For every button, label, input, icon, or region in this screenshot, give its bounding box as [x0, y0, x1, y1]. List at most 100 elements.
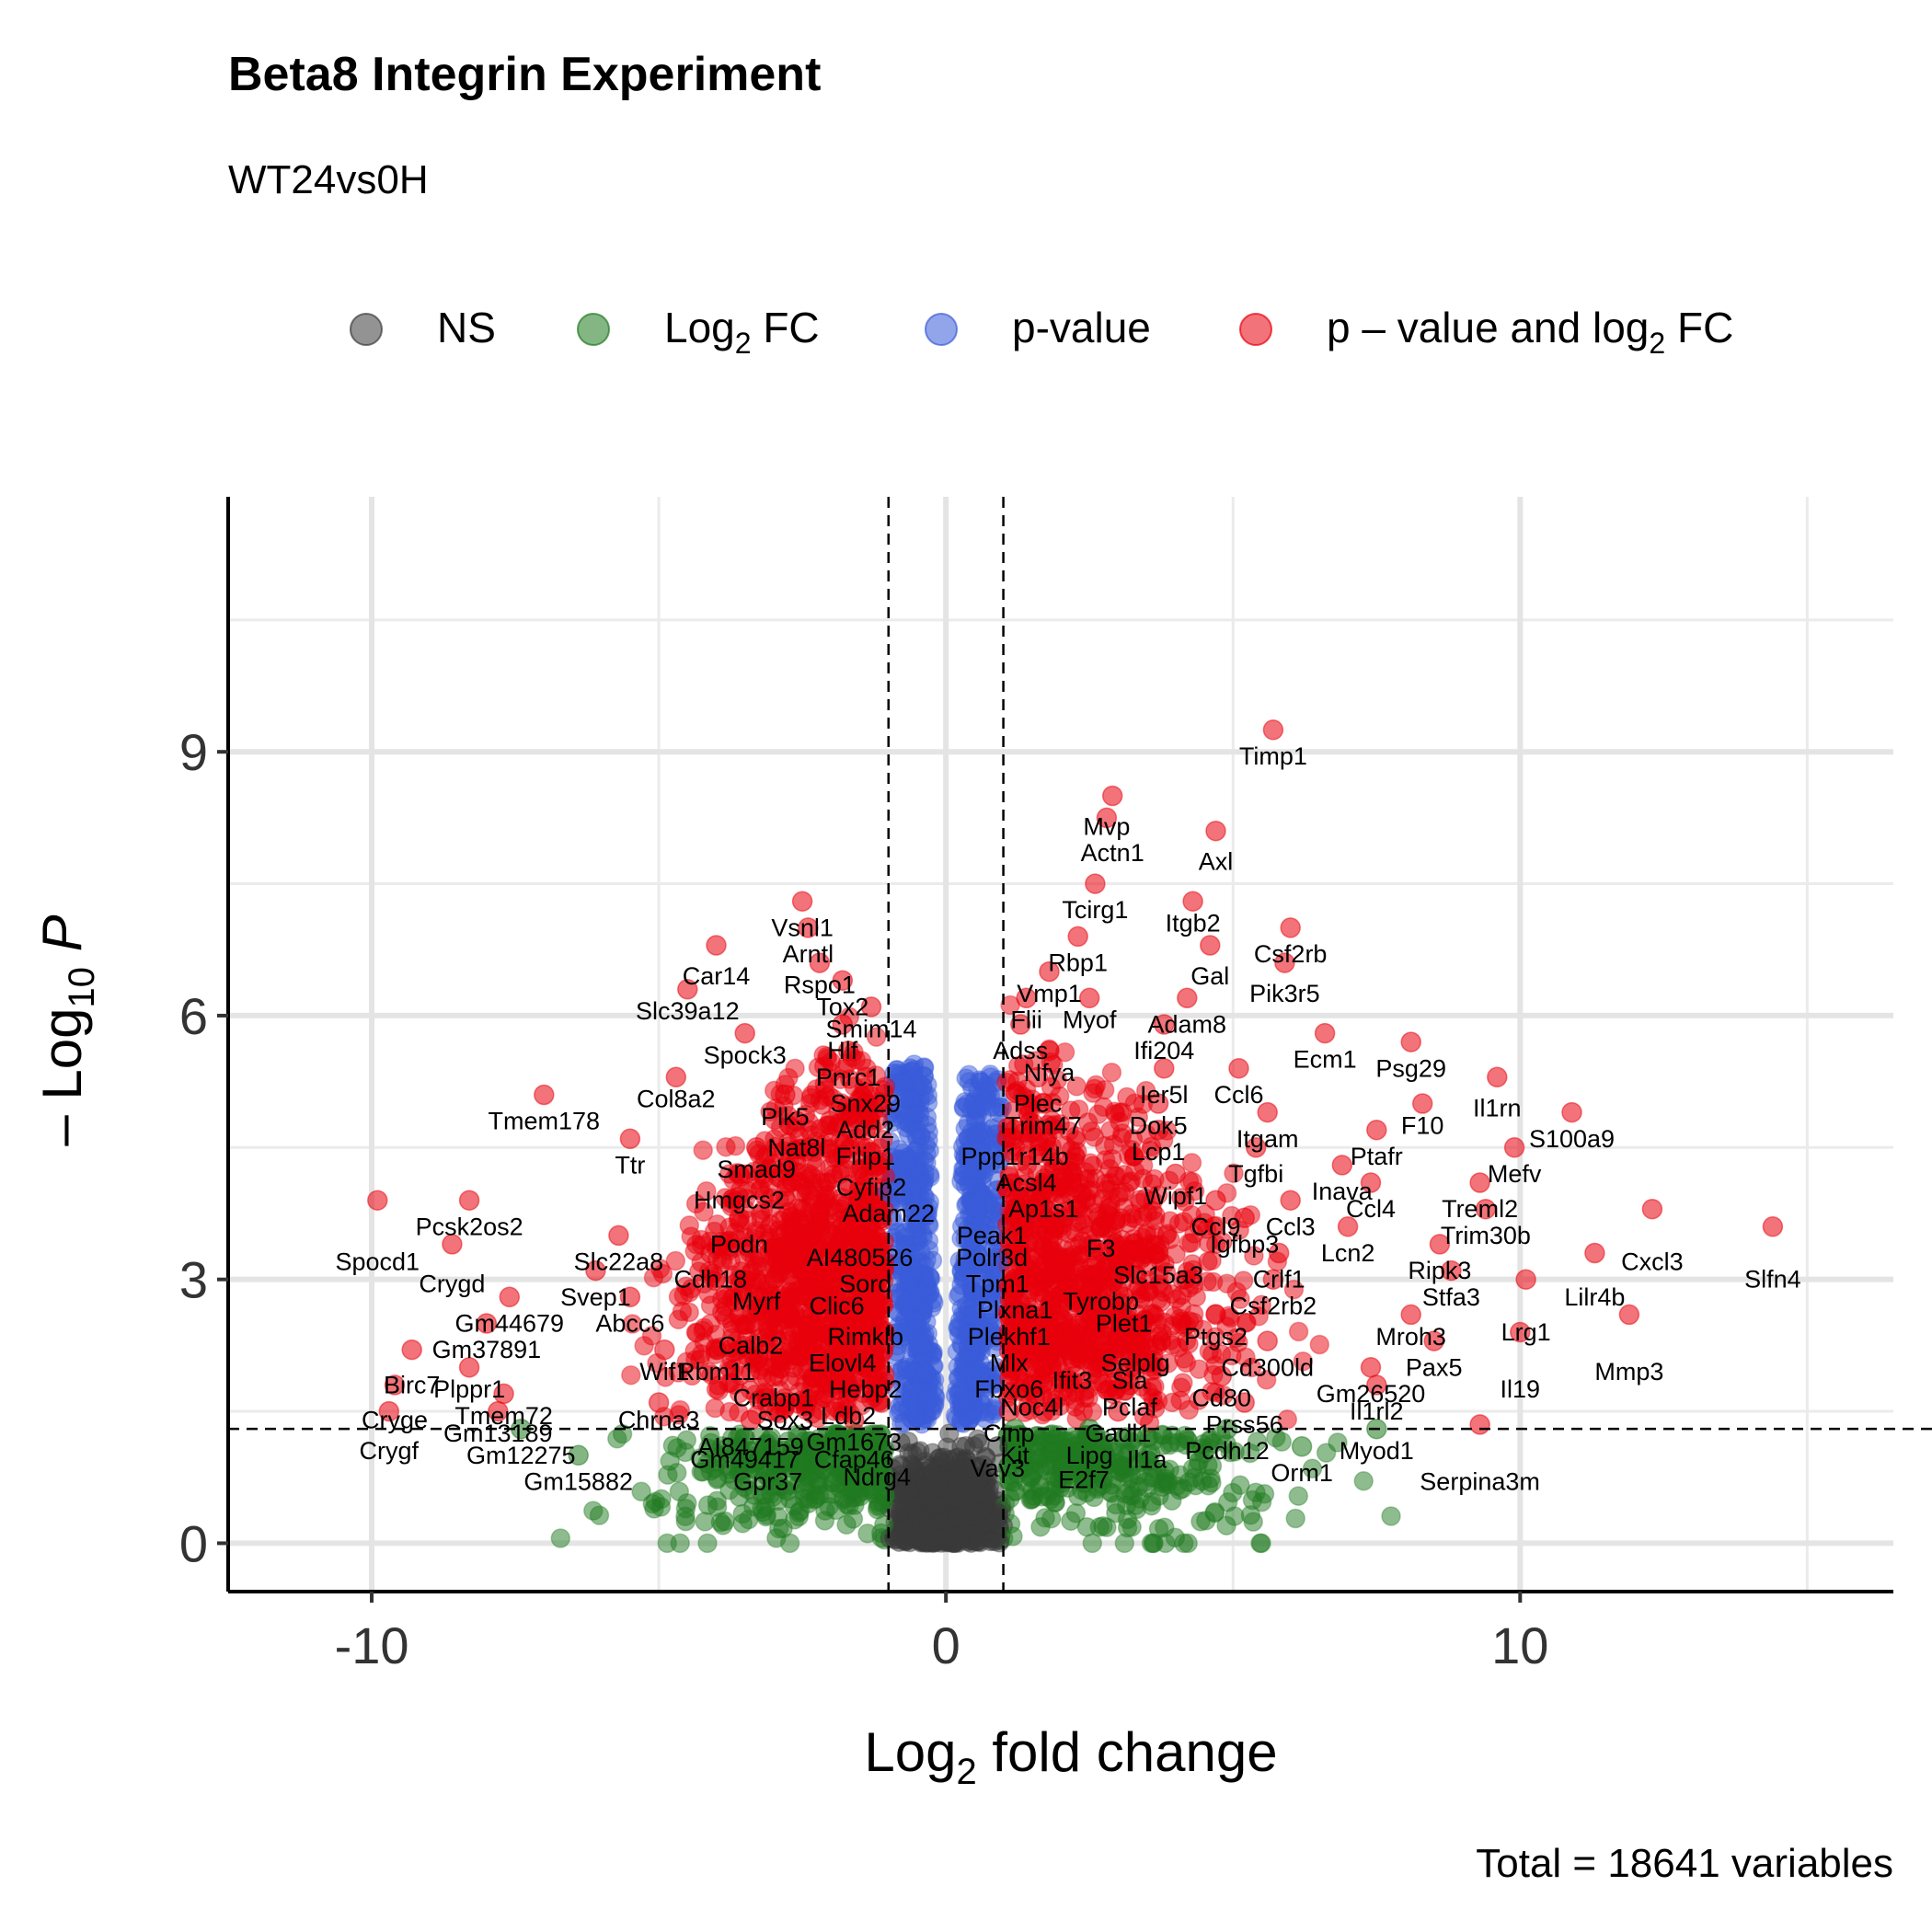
sig-point — [1101, 1062, 1122, 1083]
gene-label-62: Mroh3 — [1375, 1323, 1446, 1351]
data-point-21 — [1487, 1066, 1508, 1088]
gene-label-3: Axl — [1199, 848, 1234, 876]
ns-point — [971, 1485, 991, 1505]
gene-label-130: Birc7 — [384, 1371, 441, 1398]
gene-label-81: Myod1 — [1340, 1437, 1414, 1465]
data-point-61 — [1205, 1304, 1226, 1326]
data-point-128 — [654, 1339, 675, 1361]
legend-key-3 — [1239, 313, 1272, 346]
gene-label-132: Hebp2 — [829, 1375, 903, 1403]
data-point-100 — [665, 1066, 687, 1088]
data-point-59 — [1515, 1269, 1536, 1290]
fc-point — [1004, 1481, 1025, 1501]
gene-label-111: Pcsk2os2 — [416, 1213, 523, 1240]
gene-label-51: Crlf1 — [1253, 1266, 1305, 1294]
data-point-106 — [619, 1128, 641, 1150]
sig-point — [1151, 1331, 1172, 1351]
gene-label-127: Elovl4 — [809, 1350, 877, 1377]
chart-title: Beta8 Integrin Experiment — [228, 48, 821, 101]
data-point-91 — [706, 935, 727, 956]
fc-point — [1041, 1424, 1063, 1444]
fc-point — [867, 1499, 888, 1520]
data-point-85 — [1291, 1436, 1313, 1457]
fc-point — [697, 1495, 719, 1515]
gene-label-107: Smad9 — [717, 1156, 796, 1183]
p-point — [898, 1113, 919, 1133]
gene-label-5: Itgb2 — [1166, 910, 1221, 937]
gene-label-21: Il1rn — [1473, 1094, 1522, 1121]
fc-point — [657, 1533, 677, 1554]
data-point-65 — [1257, 1330, 1278, 1351]
data-point-11 — [1078, 987, 1100, 1009]
sig-point — [1105, 1103, 1126, 1124]
gene-label-76: Il1rl2 — [1350, 1397, 1404, 1425]
p-point — [951, 1171, 972, 1191]
fc-point — [1243, 1512, 1263, 1532]
data-point-27 — [1561, 1101, 1582, 1123]
gene-label-13: Adam8 — [1148, 1011, 1227, 1039]
gene-label-68: Ifit3 — [1052, 1367, 1093, 1395]
legend-key-2 — [925, 313, 958, 346]
data-point-122 — [499, 1286, 521, 1308]
gene-label-4: Tcirg1 — [1062, 896, 1128, 924]
legend-label-3: p – value and log2 FC — [1327, 304, 1733, 360]
gene-label-65: Cd300ld — [1221, 1353, 1314, 1381]
gene-label-86: Serpina3m — [1420, 1468, 1540, 1496]
legend-key-1 — [577, 313, 610, 346]
gene-label-59: Lrg1 — [1501, 1318, 1551, 1346]
data-point-16 — [1314, 1022, 1336, 1044]
gene-label-119: Svep1 — [560, 1283, 631, 1311]
data-point-115 — [608, 1225, 629, 1247]
gene-label-101: Snx29 — [831, 1090, 902, 1118]
gene-label-121: Clic6 — [810, 1292, 865, 1319]
chart-subtitle: WT24vs0H — [228, 157, 429, 202]
fc-point — [1288, 1486, 1309, 1506]
gene-label-7: Rbp1 — [1048, 949, 1108, 977]
data-point-99 — [534, 1084, 555, 1106]
legend: NS Log2 FC p-value p – value and log2 FC — [350, 304, 1733, 360]
p-point — [971, 1087, 992, 1108]
ns-point — [946, 1507, 967, 1527]
data-point-86 — [1469, 1414, 1490, 1435]
gene-label-112: Podn — [710, 1230, 768, 1258]
data-point-35 — [1165, 1163, 1187, 1185]
data-point-120 — [745, 1269, 767, 1290]
p-point — [891, 1287, 912, 1307]
data-point-111 — [458, 1190, 480, 1211]
gene-label-16: Ecm1 — [1294, 1046, 1357, 1074]
fc-point — [697, 1533, 718, 1554]
fc-point — [1030, 1516, 1051, 1537]
sig-point — [621, 1364, 641, 1386]
gene-label-71: Il19 — [1501, 1375, 1541, 1403]
data-point-53 — [1584, 1242, 1605, 1264]
gene-label-36: Ap1s1 — [1008, 1195, 1079, 1223]
sig-point — [832, 1225, 853, 1247]
sig-point — [766, 1263, 788, 1283]
gene-label-73: Cd80 — [1192, 1385, 1252, 1412]
gene-label-109: Hmgcs2 — [694, 1187, 785, 1214]
gene-label-30: Ppp1r14b — [961, 1143, 1069, 1170]
data-point-130 — [401, 1339, 422, 1361]
fc-point — [1031, 1487, 1052, 1507]
legend-label-1: Log2 FC — [664, 304, 820, 360]
sig-point — [1094, 1079, 1115, 1100]
data-point-62 — [1400, 1304, 1421, 1326]
gene-label-100: Col8a2 — [637, 1086, 716, 1113]
gene-label-97: Hlf — [827, 1037, 857, 1064]
gene-label-27: S100a9 — [1529, 1125, 1615, 1153]
sig-point — [810, 1201, 831, 1222]
ns-point — [921, 1457, 941, 1478]
p-point — [916, 1144, 937, 1164]
gene-label-63: Mlx — [990, 1350, 1029, 1377]
gene-label-116: Crygd — [419, 1271, 485, 1298]
gene-label-31: Mefv — [1488, 1160, 1542, 1188]
p-point — [970, 1121, 991, 1143]
data-point-55 — [1090, 1269, 1111, 1290]
gene-label-29: Ptafr — [1351, 1143, 1403, 1170]
gene-label-93: Slc39a12 — [636, 997, 740, 1025]
gene-label-47: Cxcl3 — [1621, 1248, 1684, 1276]
sig-point — [799, 1273, 819, 1294]
sig-point — [1079, 1168, 1099, 1189]
gene-label-33: Acsl4 — [996, 1169, 1057, 1197]
